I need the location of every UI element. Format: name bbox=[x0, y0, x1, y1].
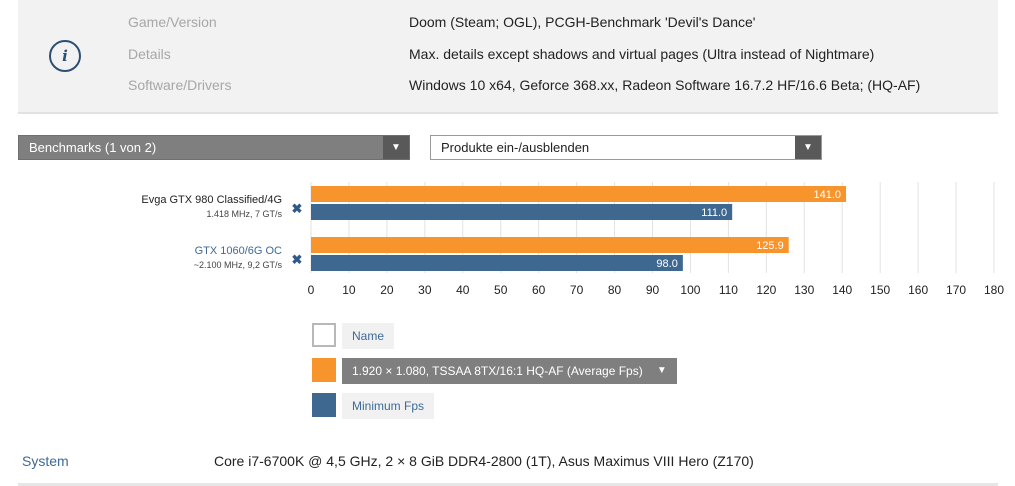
x-tick-label: 120 bbox=[756, 283, 776, 297]
bar bbox=[311, 204, 733, 220]
name-checkbox[interactable] bbox=[312, 323, 336, 347]
chevron-down-icon[interactable]: ▼ bbox=[795, 136, 821, 159]
x-tick-label: 20 bbox=[380, 283, 394, 297]
info-icon: i bbox=[49, 40, 81, 72]
system-label[interactable]: System bbox=[22, 453, 69, 469]
bar-value-label: 111.0 bbox=[701, 207, 727, 219]
x-tick-label: 180 bbox=[984, 283, 1004, 297]
x-tick-label: 90 bbox=[646, 283, 660, 297]
system-value: Core i7-6700K @ 4,5 GHz, 2 × 8 GiB DDR4-… bbox=[214, 453, 754, 469]
info-label: Details bbox=[128, 46, 171, 62]
divider bbox=[18, 483, 998, 486]
info-panel: i Game/Version Doom (Steam; OGL), PCGH-B… bbox=[18, 0, 998, 114]
x-tick-label: 30 bbox=[418, 283, 432, 297]
benchmarks-dropdown-label: Benchmarks (1 von 2) bbox=[29, 140, 157, 155]
legend-label[interactable]: Name bbox=[342, 323, 395, 349]
product-spec: ~2.100 MHz, 9,2 GT/s bbox=[194, 260, 283, 270]
x-tick-label: 80 bbox=[608, 283, 622, 297]
product-name: Evga GTX 980 Classified/4G bbox=[141, 194, 282, 206]
system-row: System Core i7-6700K @ 4,5 GHz, 2 × 8 Gi… bbox=[0, 450, 1015, 472]
info-label: Software/Drivers bbox=[128, 77, 232, 93]
x-tick-label: 40 bbox=[456, 283, 470, 297]
bar-value-label: 125.9 bbox=[756, 240, 784, 252]
benchmark-bar-chart: 0 10 20 30 40 50 60 70 80 90 100 110 120 130 140 150 160… bbox=[141, 182, 1004, 297]
x-tick-label: 50 bbox=[494, 283, 508, 297]
x-tick-label: 130 bbox=[794, 283, 814, 297]
x-tick-label: 10 bbox=[342, 283, 356, 297]
average-fps-swatch[interactable] bbox=[312, 358, 336, 382]
x-tick-label: 0 bbox=[308, 283, 315, 297]
remove-icon[interactable]: ✖ bbox=[292, 252, 303, 267]
x-tick-label: 70 bbox=[570, 283, 584, 297]
products-dropdown-label: Produkte ein-/ausblenden bbox=[441, 140, 590, 155]
info-value: Windows 10 x64, Geforce 368.xx, Radeon S… bbox=[409, 77, 921, 93]
remove-icon[interactable]: ✖ bbox=[292, 201, 303, 216]
info-label: Game/Version bbox=[128, 14, 217, 30]
average-fps-selector[interactable]: 1.920 × 1.080, TSSAA 8TX/16:1 HQ-AF (Ave… bbox=[342, 358, 677, 384]
legend-label: 1.920 × 1.080, TSSAA 8TX/16:1 HQ-AF (Ave… bbox=[352, 364, 643, 378]
benchmarks-dropdown[interactable]: Benchmarks (1 von 2) ▼ bbox=[18, 135, 410, 160]
x-tick-label: 140 bbox=[832, 283, 852, 297]
chevron-down-icon[interactable]: ▼ bbox=[656, 365, 667, 376]
x-tick-label: 150 bbox=[870, 283, 890, 297]
bar bbox=[311, 186, 847, 202]
bar bbox=[311, 237, 789, 253]
info-value: Max. details except shadows and virtual … bbox=[409, 46, 875, 62]
legend-label[interactable]: Minimum Fps bbox=[342, 393, 435, 419]
x-tick-label: 60 bbox=[532, 283, 546, 297]
bar bbox=[311, 255, 683, 271]
x-tick-label: 100 bbox=[680, 283, 700, 297]
x-tick-label: 170 bbox=[946, 283, 966, 297]
products-dropdown[interactable]: Produkte ein-/ausblenden ▼ bbox=[430, 135, 822, 160]
chevron-down-icon[interactable]: ▼ bbox=[383, 136, 409, 159]
product-name: GTX 1060/6G OC bbox=[195, 245, 282, 257]
x-tick-label: 160 bbox=[908, 283, 928, 297]
info-value: Doom (Steam; OGL), PCGH-Benchmark 'Devil… bbox=[409, 14, 756, 30]
bar-value-label: 141.0 bbox=[813, 189, 841, 201]
product-spec: 1.418 MHz, 7 GT/s bbox=[206, 209, 282, 219]
x-tick-label: 110 bbox=[719, 283, 738, 297]
minimum-fps-swatch[interactable] bbox=[312, 393, 336, 417]
bar-value-label: 98.0 bbox=[656, 258, 677, 270]
